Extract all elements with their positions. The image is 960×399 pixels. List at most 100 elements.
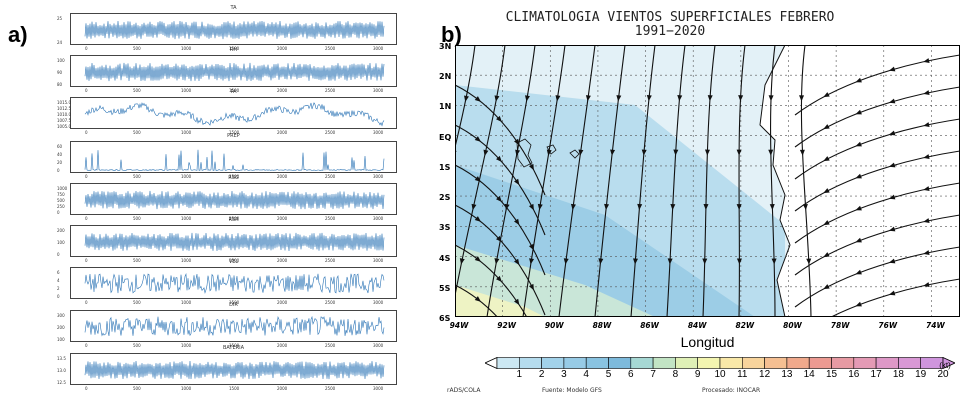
streamline-arrow — [923, 122, 930, 128]
lon-tick-label: 88W — [592, 321, 612, 330]
x-tick-label: 2500 — [325, 130, 336, 135]
y-tick-label: 0 — [57, 168, 60, 173]
y-tick-label: 6 — [57, 270, 60, 275]
colorbar-swatch — [853, 357, 877, 369]
x-tick-label: 1500 — [229, 300, 240, 305]
colorbar-min-arrow — [485, 357, 498, 369]
x-tick-label: 500 — [133, 174, 141, 179]
y-tick-label: 13.5 — [57, 356, 66, 361]
streamline-arrow — [923, 58, 930, 64]
y-tick-label: 1000 — [57, 186, 68, 191]
streamline-arrow — [513, 218, 520, 226]
y-tick-label: 1007.5 — [57, 118, 71, 123]
y-tick-label: 13.0 — [57, 368, 66, 373]
colorbar — [485, 357, 955, 369]
colorbar-tick-label: 9 — [694, 369, 701, 380]
x-tick-label: 0 — [85, 216, 88, 221]
y-tick-label: 1015.0 — [57, 100, 71, 105]
x-tick-label: 1000 — [181, 216, 192, 221]
streamline-arrow — [483, 149, 489, 157]
streamline-arrow — [585, 95, 591, 102]
colorbar-swatch — [630, 357, 654, 369]
y-tick-label: 300 — [57, 313, 65, 318]
series-line-ta — [84, 20, 385, 40]
x-tick-label: 1500 — [229, 216, 240, 221]
streamline-arrow — [888, 66, 896, 72]
galapagos-island — [516, 138, 533, 168]
streamline-arrow — [704, 149, 710, 156]
lon-tick-label: 82W — [735, 321, 755, 330]
subplot-title: RSG — [228, 175, 239, 181]
subplot-rh: RH 100 90 80 0 500 1000 1500 2000 2500 3000 — [57, 47, 397, 93]
panel-b-label: b) — [441, 22, 462, 47]
x-tick-label: 2000 — [277, 88, 288, 93]
lon-tick-label: 94W — [449, 321, 469, 330]
streamline — [594, 45, 626, 317]
lat-tick-label: 2S — [439, 193, 451, 203]
y-tick-label: 250 — [57, 204, 65, 209]
streamline-arrow — [464, 95, 469, 102]
colorbar-tick-label: 12 — [759, 369, 771, 380]
colorbar-tick-label: 2 — [538, 369, 545, 380]
streamline-arrow — [768, 149, 774, 156]
streamline-arrow — [855, 173, 862, 179]
x-tick-label: 500 — [133, 46, 141, 51]
streamline-arrow — [528, 283, 534, 291]
x-tick-label: 2000 — [277, 174, 288, 179]
lon-tick-label: 84W — [687, 321, 707, 330]
subplot-prep: PREP 60 40 20 0 0 500 1000 1500 2000 2500 3000 — [57, 133, 397, 179]
streamline-arrow — [855, 141, 862, 147]
x-tick-label: 0 — [85, 300, 88, 305]
streamline-arrow — [799, 95, 805, 102]
streamline-arrow — [496, 275, 502, 283]
colorbar-tick-label: 15 — [825, 369, 838, 380]
x-tick-label: 1500 — [229, 343, 240, 348]
lat-tick-label: 3S — [439, 223, 451, 233]
subplot-title: VEL — [228, 259, 239, 265]
streamline-arrow — [888, 130, 896, 136]
streamline-arrow — [736, 149, 742, 156]
streamline-arrow — [474, 96, 482, 102]
lat-tick-label: 4S — [439, 253, 451, 263]
streamline-arrow — [888, 162, 896, 168]
x-tick-label: 2500 — [325, 343, 336, 348]
colorbar-swatch — [652, 357, 676, 369]
y-tick-label: 24 — [57, 40, 63, 45]
streamline-arrow — [513, 258, 520, 266]
streamline-arrow — [823, 220, 830, 226]
x-tick-label: 3000 — [373, 300, 384, 305]
x-tick-label: 500 — [133, 300, 141, 305]
streamline-arrow — [528, 243, 534, 251]
streamline-arrow — [738, 95, 744, 102]
y-tick-label: 100 — [57, 58, 65, 63]
x-tick-label: 2000 — [277, 300, 288, 305]
subplot-title: PREP — [227, 133, 240, 139]
streamline-arrow — [799, 149, 805, 156]
streamline-arrow — [923, 154, 930, 160]
streamline-arrow — [923, 250, 930, 256]
x-tick-label: 500 — [133, 343, 141, 348]
streamline — [770, 45, 776, 317]
y-tick-label: 0 — [57, 252, 60, 257]
colorbar-swatch — [563, 357, 587, 369]
streamline — [455, 284, 499, 317]
streamline-arrow — [823, 124, 830, 130]
y-tick-label: 1005.0 — [57, 124, 71, 129]
footer-processed: Procesado: INOCAR — [702, 387, 761, 394]
x-tick-label: 1500 — [229, 174, 240, 179]
colorbar-tick-label: 18 — [892, 369, 904, 380]
streamline-arrow — [707, 95, 713, 102]
subplot-ta: TA 25 24 0 500 1000 1500 2000 2500 3000 — [57, 5, 397, 51]
colorbar-tick-label: 17 — [870, 369, 882, 380]
y-tick-label: 2 — [57, 286, 60, 291]
colorbar-tick-label: 13 — [781, 369, 793, 380]
x-axis-label: Longitud — [680, 334, 735, 350]
y-tick-label: 1012.5 — [57, 106, 71, 111]
subplot-title: TA — [230, 5, 237, 11]
colorbar-swatch — [786, 357, 810, 369]
streamline-arrow — [604, 203, 610, 211]
land-mass — [760, 45, 960, 317]
x-tick-label: 2500 — [325, 258, 336, 263]
streamline-arrow — [496, 195, 502, 203]
streamline-arrow — [578, 149, 584, 156]
